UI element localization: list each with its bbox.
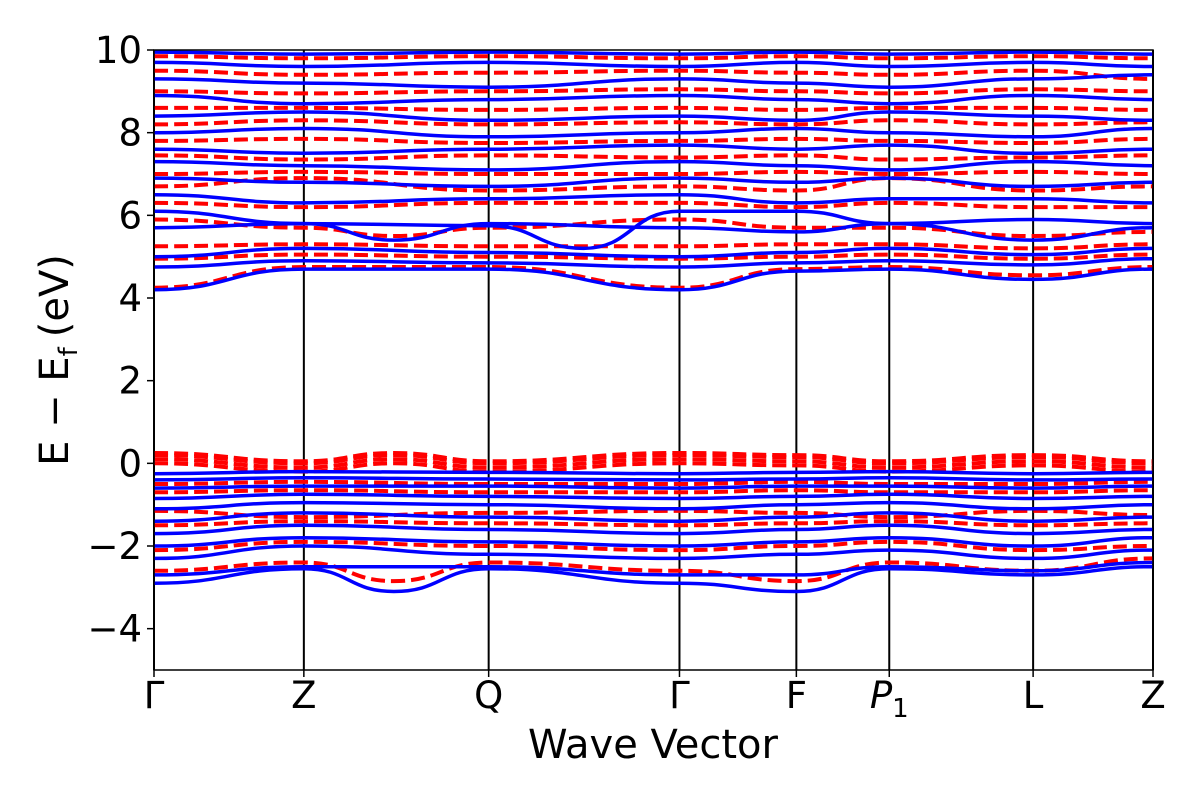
dashed-band-line xyxy=(154,242,1153,251)
dashed-band-line xyxy=(154,118,1153,127)
y-tick-label: 0 xyxy=(118,442,142,485)
x-tick-label-sub: 1 xyxy=(892,694,909,724)
dashed-band-line xyxy=(154,264,1153,290)
y-axis-title-sub: f xyxy=(54,346,84,356)
x-tick-label-main: Q xyxy=(474,674,503,717)
solid-band-line xyxy=(154,73,1153,89)
solid-band-line xyxy=(154,110,1153,123)
y-tick-label: −4 xyxy=(87,608,142,651)
x-tick-label: P1 xyxy=(870,674,909,724)
x-tick-label: Γ xyxy=(144,674,165,717)
x-tick-label: F xyxy=(786,674,807,717)
solid-band-line xyxy=(154,159,1153,172)
dashed-band-line xyxy=(154,479,1153,487)
dashed-band-line xyxy=(154,217,1153,239)
solid-band-line xyxy=(154,267,1153,292)
dashed-band-line xyxy=(154,169,1153,177)
dashed-band-line xyxy=(154,556,1153,584)
x-tick-label-main: Z xyxy=(1140,674,1165,717)
solid-band-line xyxy=(154,560,1153,577)
y-tick-label: −2 xyxy=(87,525,142,568)
x-tick-label-main: P xyxy=(870,674,893,717)
solid-band-line xyxy=(154,93,1153,106)
solid-band-line xyxy=(154,484,1153,490)
x-tick-label-main: Z xyxy=(291,674,316,717)
dashed-band-line xyxy=(154,153,1153,162)
x-tick-label: L xyxy=(1023,674,1044,717)
solid-band-line xyxy=(154,60,1153,69)
dashed-band-line xyxy=(154,488,1153,495)
x-tick-label-main: L xyxy=(1023,674,1044,717)
x-axis-title: Wave Vector xyxy=(528,722,779,768)
solid-band-line xyxy=(154,535,1153,548)
dashed-band-line xyxy=(154,87,1153,96)
solid-band-line xyxy=(154,221,1153,242)
dashed-band-line xyxy=(154,508,1153,520)
dashed-band-line xyxy=(154,252,1153,261)
solid-band-line xyxy=(154,544,1153,561)
dashed-band-line xyxy=(154,54,1153,61)
y-tick-label: 4 xyxy=(118,277,142,320)
solid-band-line xyxy=(154,564,1153,594)
y-tick-label: 2 xyxy=(118,360,142,403)
solid-band-line xyxy=(154,256,1153,269)
dashed-band-line xyxy=(154,68,1153,81)
solid-band-line xyxy=(154,500,1153,511)
x-tick-label: Z xyxy=(291,674,316,717)
y-axis-ticks: −4 −2 0 2 4 6 8 10 xyxy=(87,29,154,651)
x-tick-label: Γ xyxy=(669,674,690,717)
dashed-band-line xyxy=(154,105,1153,112)
dashed-band-line xyxy=(154,136,1153,146)
solid-band-line xyxy=(154,246,1153,259)
dashed-band-line xyxy=(154,519,1153,528)
solid-band-line xyxy=(154,469,1153,476)
x-axis-ticks: Γ Z Q Γ F P1 L Z xyxy=(144,670,1166,724)
y-tick-label: 6 xyxy=(118,194,142,237)
y-axis-title-main: E − E xyxy=(32,356,78,466)
solid-band-line xyxy=(154,143,1153,156)
solid-band-line xyxy=(154,523,1153,536)
dashed-band-line xyxy=(154,176,1153,193)
x-tick-label-main: Γ xyxy=(144,674,165,717)
plot-frame xyxy=(153,49,1154,671)
y-axis-title-unit: (eV) xyxy=(32,254,78,337)
band-lines xyxy=(154,50,1153,594)
y-tick-label: 10 xyxy=(95,29,142,72)
dashed-band-line xyxy=(154,200,1153,210)
solid-band-line xyxy=(154,192,1153,205)
solid-band-line xyxy=(154,126,1153,139)
y-tick-label: 8 xyxy=(118,112,142,155)
dashed-band-line xyxy=(154,539,1153,553)
solid-band-line xyxy=(154,492,1153,501)
x-tick-label: Z xyxy=(1140,674,1165,717)
solid-band-line xyxy=(154,50,1153,56)
solid-band-line xyxy=(154,476,1153,482)
solid-band-line xyxy=(154,209,1153,251)
solid-band-line xyxy=(154,176,1153,189)
x-tick-label: Q xyxy=(474,674,503,717)
x-tick-label-main: F xyxy=(786,674,807,717)
solid-band-line xyxy=(154,511,1153,523)
x-tick-label-main: Γ xyxy=(669,674,690,717)
y-axis-title: E − Ef (eV) xyxy=(32,254,84,466)
